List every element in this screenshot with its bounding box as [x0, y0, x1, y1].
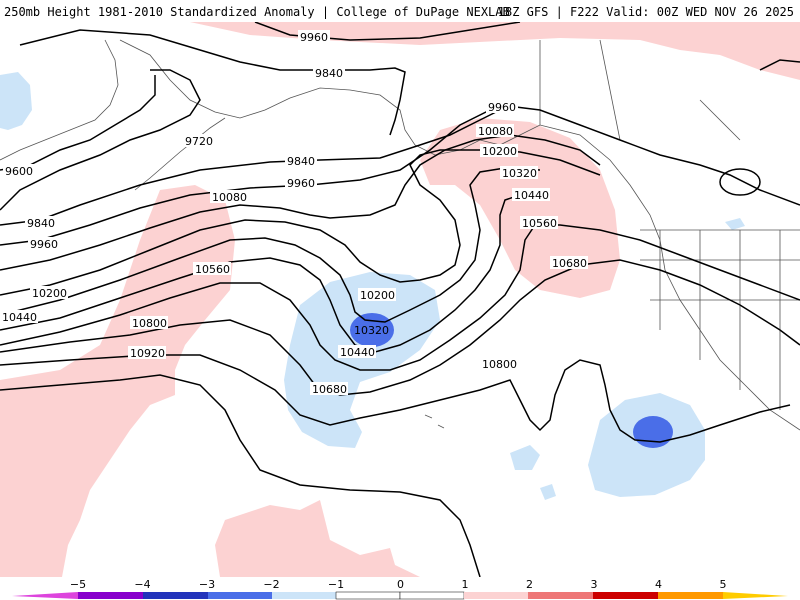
label-9960-top: 9960: [300, 31, 328, 44]
colorbar-bin-2: [143, 592, 208, 599]
negative-anomaly-small-2: [540, 484, 556, 500]
colorbar-tick-labels: −5 −4 −3 −2 −1 0 1 2 3 4 5: [70, 578, 727, 591]
colorbar-bin-1: [78, 592, 143, 599]
label-10200-west: 10200: [32, 287, 67, 300]
label-9720: 9720: [185, 135, 213, 148]
us-state-lines: [640, 230, 800, 410]
positive-anomaly-small: [338, 560, 368, 577]
colorbar-tick-label: −2: [263, 578, 279, 591]
contour-10680: [0, 259, 800, 396]
colorbar-tick-label: −5: [70, 578, 86, 591]
hawaii-islands: [424, 414, 445, 429]
aleutian-chain: [134, 117, 226, 191]
contour-9600: [0, 75, 156, 171]
label-10080-east: 10080: [478, 125, 513, 138]
label-9840-west: 9840: [27, 217, 55, 230]
colorbar-bin-3: [208, 592, 272, 599]
colorbar-arrow-right: [723, 592, 788, 599]
label-10320-low: 10320: [354, 324, 389, 337]
anomaly-colorbar: −5 −4 −3 −2 −1 0 1 2 3 4 5: [0, 577, 800, 600]
colorbar-arrow-left: [12, 592, 78, 599]
label-10200-low: 10200: [360, 289, 395, 302]
label-10080-west: 10080: [212, 191, 247, 204]
model-run-info: 18Z GFS | F222 Valid: 00Z WED NOV 26 202…: [497, 5, 794, 19]
contour-closed-high: [719, 168, 761, 196]
label-10440-west: 10440: [2, 311, 37, 324]
label-9960-mid: 9960: [287, 177, 315, 190]
label-9960-west: 9960: [30, 238, 58, 251]
label-10440-low: 10440: [340, 346, 375, 359]
colorbar-bin-7: [464, 592, 528, 599]
colorbar-tick-label: 4: [655, 578, 662, 591]
negative-anomaly-small-1: [510, 445, 540, 470]
colorbar-bar: [12, 591, 788, 600]
colorbar-tick-label: 2: [526, 578, 533, 591]
colorbar-tick-label: 5: [720, 578, 727, 591]
colorbar-tick-label: 3: [591, 578, 598, 591]
label-10320-east: 10320: [502, 167, 537, 180]
contour-10560: [0, 224, 800, 371]
label-10440-east: 10440: [514, 189, 549, 202]
contour-9960-west: [0, 104, 800, 246]
colorbar-bin-8: [528, 592, 593, 599]
contour-9720: [0, 69, 201, 211]
anomaly-map: 9960 9840 9720 9600 9840 9960 9840 9960 …: [0, 22, 800, 577]
contour-9960-top: [254, 22, 521, 41]
label-9840-mid: 9840: [287, 155, 315, 168]
contour-10320: [0, 167, 541, 323]
label-10560-east: 10560: [522, 217, 557, 230]
colorbar-tick-label: 1: [462, 578, 469, 591]
positive-anomaly-west: [0, 185, 235, 577]
russian-coastline: [0, 39, 119, 161]
canada-coastline: [499, 124, 800, 431]
colorbar-bin-6: [399, 591, 465, 600]
colorbar-bin-9: [593, 592, 658, 599]
strong-negative-core-southeast: [633, 416, 673, 448]
negative-anomaly-central: [284, 272, 440, 448]
contour-10800: [0, 354, 791, 443]
colorbar-tick-label: −1: [328, 578, 344, 591]
contour-9840-north: [19, 29, 406, 136]
contour-10440: [0, 194, 546, 353]
label-10560-west: 10560: [195, 263, 230, 276]
colorbar-bin-5: [335, 591, 401, 600]
map-header: 250mb Height 1981-2010 Standardized Anom…: [0, 0, 800, 22]
canada-interior-lines: [539, 39, 741, 141]
coastlines: [0, 39, 800, 431]
label-10200-east: 10200: [482, 145, 517, 158]
colorbar-tick-label: −4: [134, 578, 150, 591]
label-10680-low: 10680: [312, 383, 347, 396]
contour-small-closed: [759, 59, 800, 71]
label-9960-east: 9960: [488, 101, 516, 114]
label-10800-west: 10800: [132, 317, 167, 330]
positive-anomaly-top: [190, 22, 800, 80]
positive-anomaly-south: [215, 500, 420, 577]
contour-10920: [0, 374, 481, 577]
colorbar-tick-label: −3: [199, 578, 215, 591]
map-title: 250mb Height 1981-2010 Standardized Anom…: [4, 5, 510, 19]
label-10680-east: 10680: [552, 257, 587, 270]
negative-anomaly-nw: [0, 72, 32, 130]
colorbar-bin-10: [658, 592, 723, 599]
contour-labels: 9960 9840 9720 9600 9840 9960 9840 9960 …: [0, 30, 588, 396]
colorbar-tick-label: 0: [397, 578, 404, 591]
colorbar-bin-4: [272, 592, 336, 599]
negative-anomaly-small-3: [725, 218, 745, 230]
label-9600: 9600: [5, 165, 33, 178]
label-10920-west: 10920: [130, 347, 165, 360]
contour-10200: [0, 149, 601, 296]
label-9840-north: 9840: [315, 67, 343, 80]
label-10800-south: 10800: [482, 358, 517, 371]
